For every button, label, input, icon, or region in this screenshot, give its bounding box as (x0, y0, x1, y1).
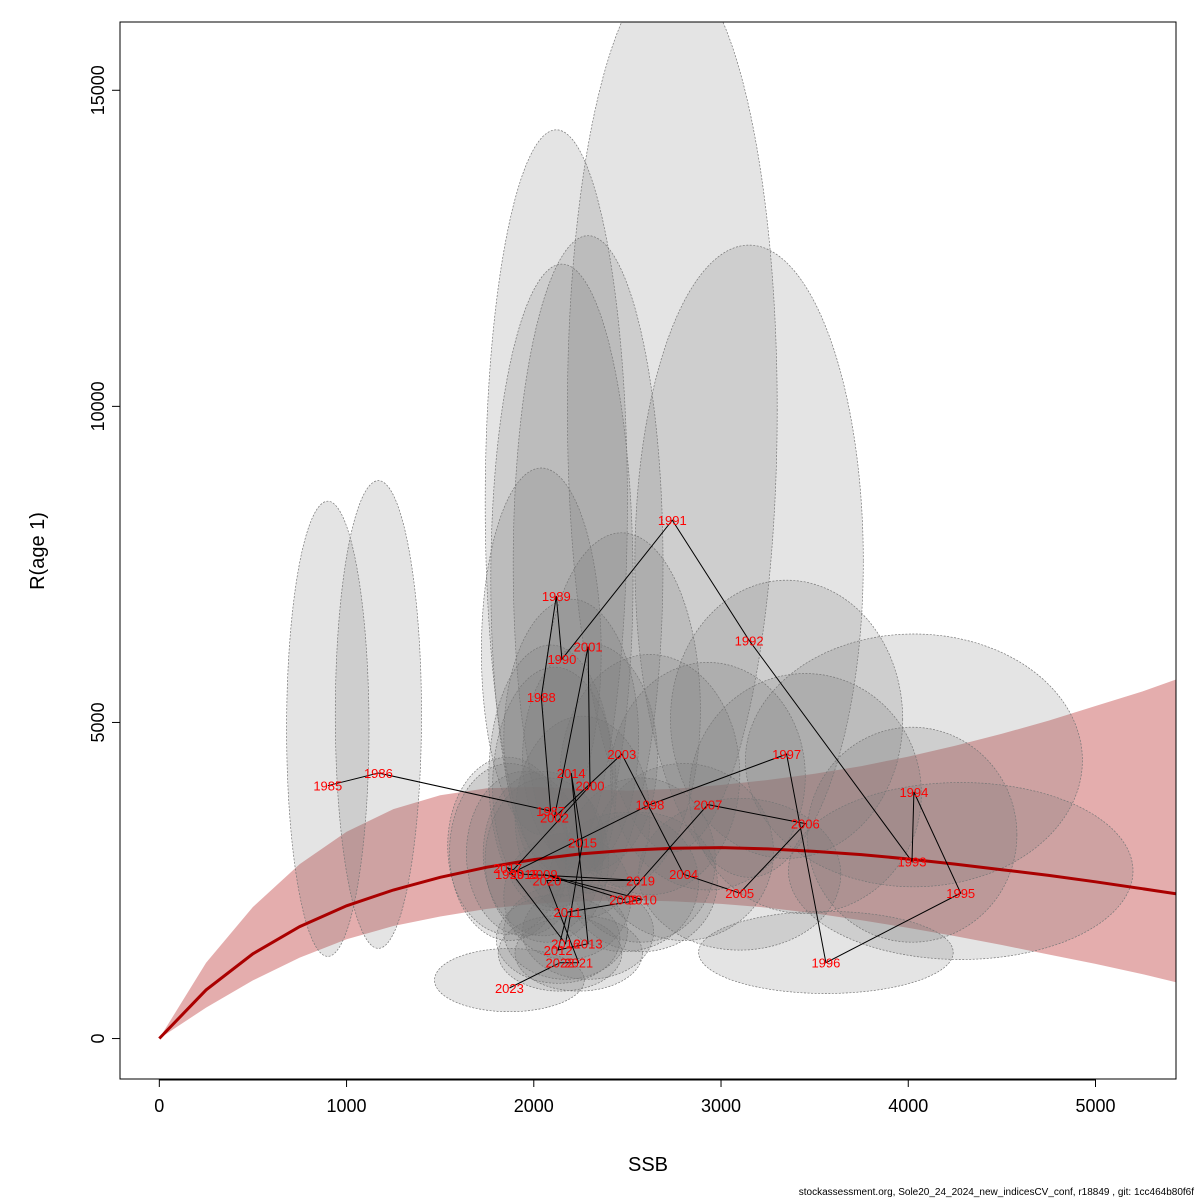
y-axis-title: R(age 1) (27, 512, 49, 590)
year-label-2010: 2010 (628, 893, 657, 908)
x-tick-label-0: 0 (154, 1096, 164, 1116)
year-label-1989: 1989 (542, 589, 571, 604)
uncertainty-ellipse-2019 (565, 777, 716, 943)
year-label-1995: 1995 (946, 886, 975, 901)
x-tick-label-5000: 5000 (1075, 1096, 1115, 1116)
year-path-layer (327, 519, 962, 989)
year-label-2013: 2013 (574, 937, 603, 952)
year-label-2014: 2014 (557, 766, 586, 781)
year-labels-layer: 1985 1986 1987 1988 1989 1990 1991 1992 1993 1994… (313, 513, 975, 996)
year-label-1986: 1986 (364, 766, 393, 781)
year-label-2019: 2019 (626, 874, 655, 889)
uncertainty-ellipse-2020 (484, 777, 610, 943)
axes-layer: 0 1000 2000 3000 4000 5000 0 5000 10000 15000 (88, 65, 1116, 1116)
sr-confidence-band (159, 679, 1176, 1039)
y-tick-label-5000: 5000 (88, 702, 108, 742)
year-label-2016: 2016 (551, 937, 580, 952)
uncertainty-ellipse-1996 (698, 910, 954, 994)
uncertainty-ellipse-2005 (638, 797, 842, 951)
sr-curve-layer (158, 846, 1176, 1040)
uncertainty-ellipse-1988 (481, 467, 602, 835)
year-label-1999: 1999 (495, 867, 524, 882)
uncertainty-ellipse-1999 (449, 763, 570, 941)
year-label-2022: 2022 (546, 956, 575, 971)
year-label-2006: 2006 (791, 817, 820, 832)
uncertainty-ellipse-1985 (286, 500, 370, 957)
uncertainty-ellipse-1991 (567, 22, 778, 853)
sr-confidence-band-layer (159, 679, 1176, 1039)
uncertainty-ellipse-2016 (503, 884, 628, 980)
uncertainty-ellipse-2007 (610, 662, 806, 891)
year-label-2003: 2003 (607, 747, 636, 762)
year-trajectory-line (327, 519, 962, 989)
uncertainty-ellipse-2001 (512, 235, 664, 894)
year-label-2002: 2002 (540, 810, 569, 825)
uncertainty-ellipse-2003 (542, 532, 701, 888)
y-tick-label-15000: 15000 (88, 65, 108, 115)
uncertainty-ellipse-2004 (593, 763, 774, 941)
x-tick-label-2000: 2000 (514, 1096, 554, 1116)
uncertainty-ellipse-2002 (492, 666, 617, 908)
uncertainty-ellipse-1986 (334, 480, 422, 949)
x-tick-label-3000: 3000 (701, 1096, 741, 1116)
uncertainty-ellipse-1998 (559, 654, 741, 896)
year-label-1988: 1988 (527, 690, 556, 705)
sr-curve (158, 846, 1176, 1040)
uncertainty-ellipse-1997 (670, 579, 904, 859)
year-label-1990: 1990 (547, 652, 576, 667)
footer-source-text: stockassessment.org, Sole20_24_2024_new_… (798, 1187, 1194, 1198)
year-label-2008: 2008 (609, 893, 638, 908)
uncertainty-ellipse-1995 (788, 782, 1134, 960)
uncertainty-ellipse-2015 (514, 715, 651, 919)
year-label-2004: 2004 (669, 867, 698, 882)
year-label-2001: 2001 (574, 640, 603, 655)
uncertainty-ellipse-1993 (806, 726, 1018, 943)
year-label-2011: 2011 (554, 905, 582, 920)
uncertainty-ellipse-2022 (497, 914, 623, 992)
year-label-1987: 1987 (536, 804, 565, 819)
year-label-2015: 2015 (568, 836, 597, 851)
x-tick-label-1000: 1000 (327, 1096, 367, 1116)
year-label-1993: 1993 (898, 855, 927, 870)
year-label-2017: 2017 (493, 861, 522, 876)
uncertainty-ellipse-1994 (745, 633, 1083, 888)
year-label-2005: 2005 (725, 886, 754, 901)
year-label-1997: 1997 (772, 747, 801, 762)
year-label-1991: 1991 (658, 513, 687, 528)
year-label-2018: 2018 (510, 867, 539, 882)
x-axis-title: SSB (628, 1154, 668, 1176)
year-label-2012: 2012 (544, 943, 573, 958)
year-label-1998: 1998 (635, 798, 664, 813)
uncertainty-ellipse-1992 (634, 244, 864, 878)
uncertainty-ellipses-layer (286, 22, 1134, 1013)
uncertainty-ellipse-2023 (434, 948, 585, 1013)
y-tick-label-0: 0 (88, 1034, 108, 1044)
y-tick-label-10000: 10000 (88, 381, 108, 431)
year-label-2000: 2000 (576, 779, 605, 794)
year-label-2007: 2007 (693, 798, 722, 813)
uncertainty-ellipse-2021 (514, 914, 643, 992)
uncertainty-ellipse-2013 (522, 884, 654, 980)
year-label-2021: 2021 (564, 956, 593, 971)
year-label-1996: 1996 (811, 956, 840, 971)
year-label-1994: 1994 (899, 785, 928, 800)
year-label-1985: 1985 (313, 779, 342, 794)
year-label-2023: 2023 (495, 981, 524, 996)
year-label-2009: 2009 (529, 867, 558, 882)
uncertainty-ellipse-1990 (490, 263, 634, 897)
year-label-1992: 1992 (735, 633, 764, 648)
x-tick-label-4000: 4000 (888, 1096, 928, 1116)
year-label-2020: 2020 (532, 874, 561, 889)
